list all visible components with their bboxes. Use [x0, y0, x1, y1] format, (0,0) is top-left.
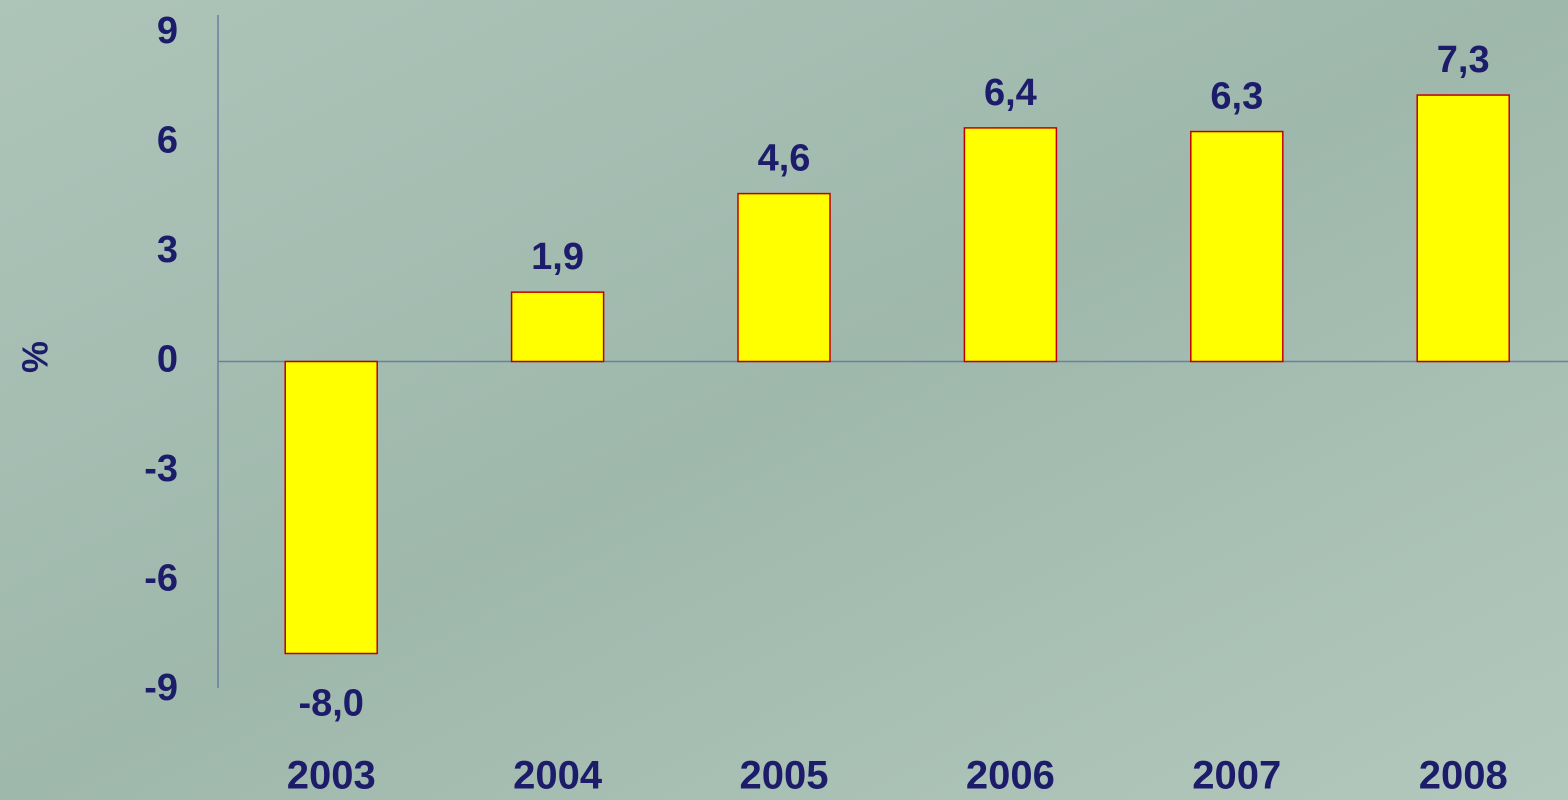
- bar: [1416, 94, 1510, 363]
- x-tick-label: 2005: [740, 754, 829, 798]
- y-tick-label: 3: [157, 229, 178, 271]
- y-tick-label: 9: [157, 10, 178, 52]
- y-tick-label: 0: [157, 339, 178, 381]
- bar: [510, 291, 605, 363]
- x-tick-label: 2004: [513, 754, 603, 798]
- data-label: 4,6: [758, 138, 811, 180]
- bar: [963, 127, 1058, 363]
- x-tick-label: 2007: [1192, 754, 1281, 798]
- x-tick-label: 2006: [966, 754, 1055, 798]
- y-axis-label: %: [15, 341, 56, 373]
- bar: [284, 360, 378, 655]
- x-tick-label: 2008: [1419, 754, 1508, 798]
- bar: [1190, 130, 1284, 363]
- data-label: 7,3: [1437, 39, 1490, 81]
- y-tick-label: -3: [144, 448, 178, 490]
- data-label: 1,9: [531, 236, 584, 278]
- y-tick-label: -6: [144, 558, 178, 600]
- y-tick-label: 6: [157, 120, 178, 162]
- data-label: -8,0: [298, 683, 363, 725]
- y-tick-label: -9: [144, 667, 178, 709]
- data-label: 6,4: [984, 72, 1037, 114]
- data-label: 6,3: [1210, 76, 1263, 118]
- x-tick-label: 2003: [287, 754, 376, 798]
- bar: [737, 192, 831, 363]
